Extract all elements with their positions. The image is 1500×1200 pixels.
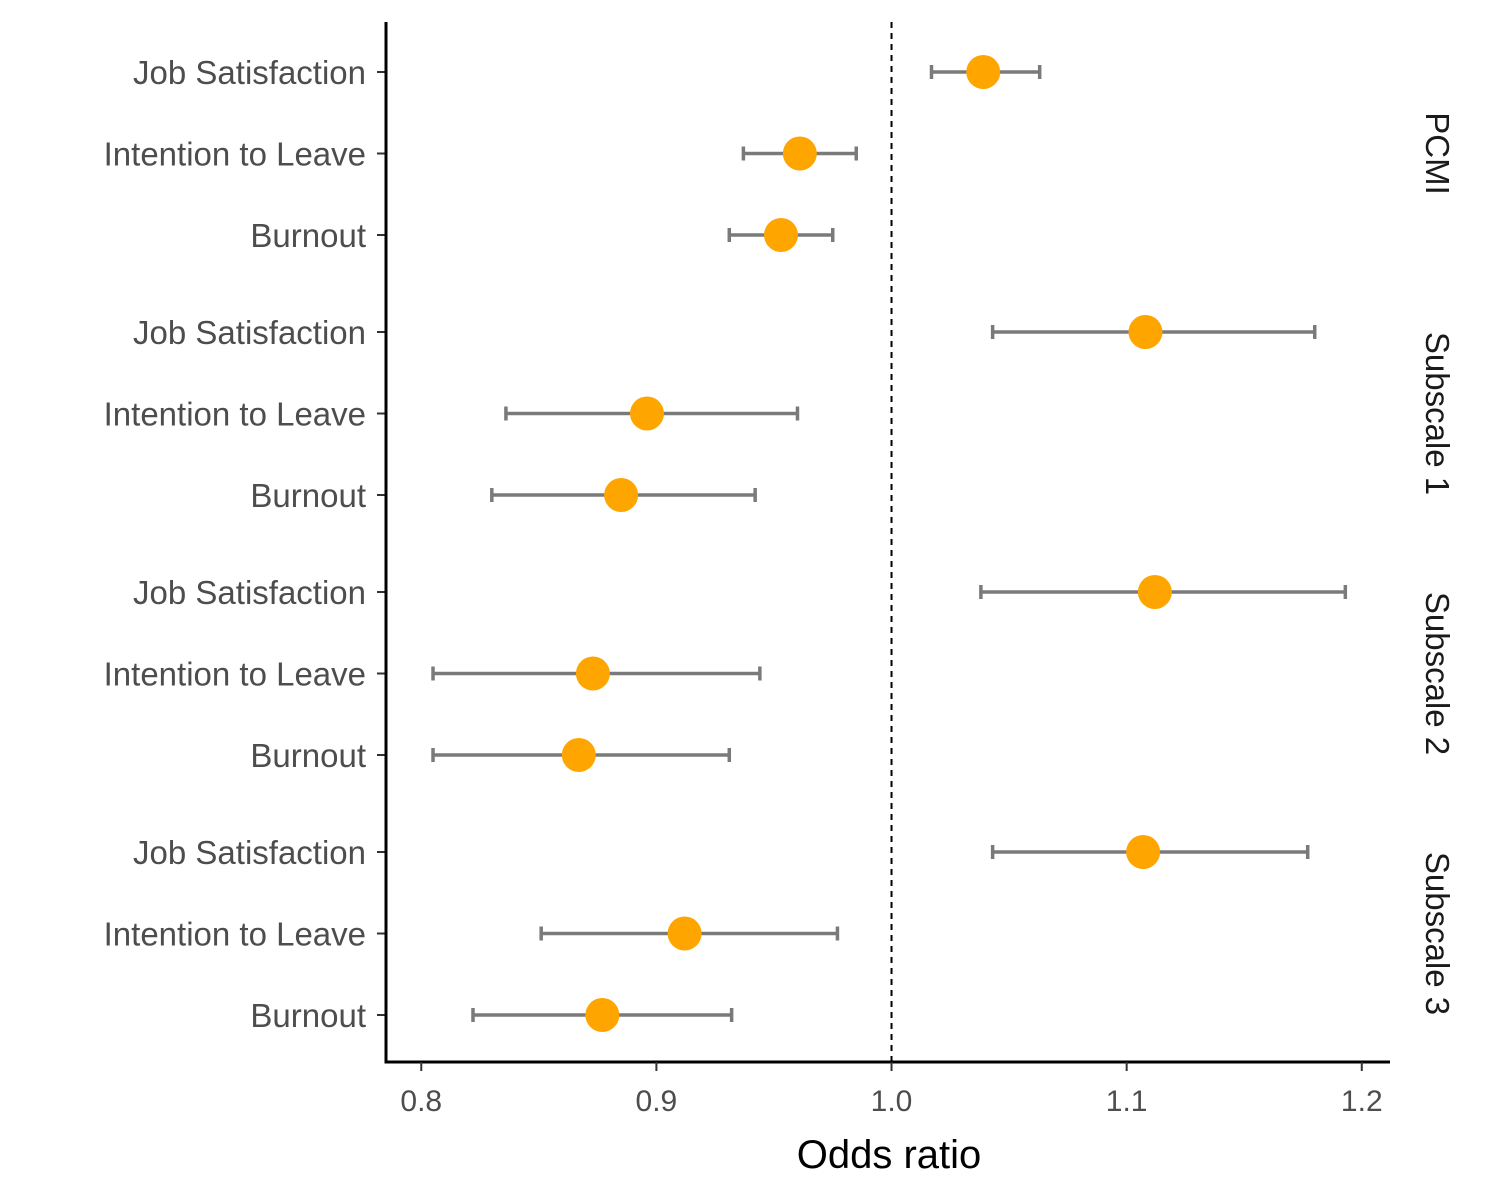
- x-tick-label: 1.1: [1106, 1085, 1148, 1118]
- category-label: Job Satisfaction: [133, 54, 366, 91]
- category-label: Intention to Leave: [104, 656, 366, 693]
- category-label: Intention to Leave: [104, 396, 366, 433]
- odds-ratio-point: [585, 998, 620, 1032]
- odds-ratio-point: [1128, 315, 1163, 349]
- x-axis-title: Odds ratio: [797, 1133, 982, 1177]
- panel-strip-label: Subscale 1: [1419, 332, 1456, 495]
- category-label: Intention to Leave: [104, 916, 366, 953]
- x-tick-label: 1.2: [1341, 1085, 1383, 1118]
- x-tick-label: 1.0: [871, 1085, 913, 1118]
- category-label: Burnout: [250, 217, 366, 254]
- category-label: Job Satisfaction: [133, 574, 366, 611]
- odds-ratio-point: [561, 738, 596, 772]
- odds-ratio-point: [764, 218, 799, 252]
- odds-ratio-point: [1137, 575, 1172, 609]
- x-tick-label: 0.8: [400, 1085, 442, 1118]
- panel-strip-label: PCMI: [1419, 112, 1456, 195]
- odds-ratio-point: [1126, 835, 1161, 869]
- odds-ratio-point: [966, 55, 1001, 89]
- odds-ratio-point: [667, 916, 702, 951]
- category-label: Burnout: [250, 737, 366, 774]
- category-label: Job Satisfaction: [133, 834, 366, 871]
- panel-strip-label: Subscale 2: [1419, 592, 1456, 755]
- category-label: Job Satisfaction: [133, 314, 366, 351]
- odds-ratio-point: [575, 656, 610, 691]
- odds-ratio-point: [629, 396, 664, 431]
- category-label: Intention to Leave: [104, 136, 366, 173]
- x-tick-label: 0.9: [636, 1085, 678, 1118]
- panel-strip-label: Subscale 3: [1419, 852, 1456, 1015]
- category-label: Burnout: [250, 997, 366, 1034]
- odds-ratio-point: [604, 478, 639, 512]
- odds-ratio-point: [782, 136, 817, 171]
- category-label: Burnout: [250, 477, 366, 514]
